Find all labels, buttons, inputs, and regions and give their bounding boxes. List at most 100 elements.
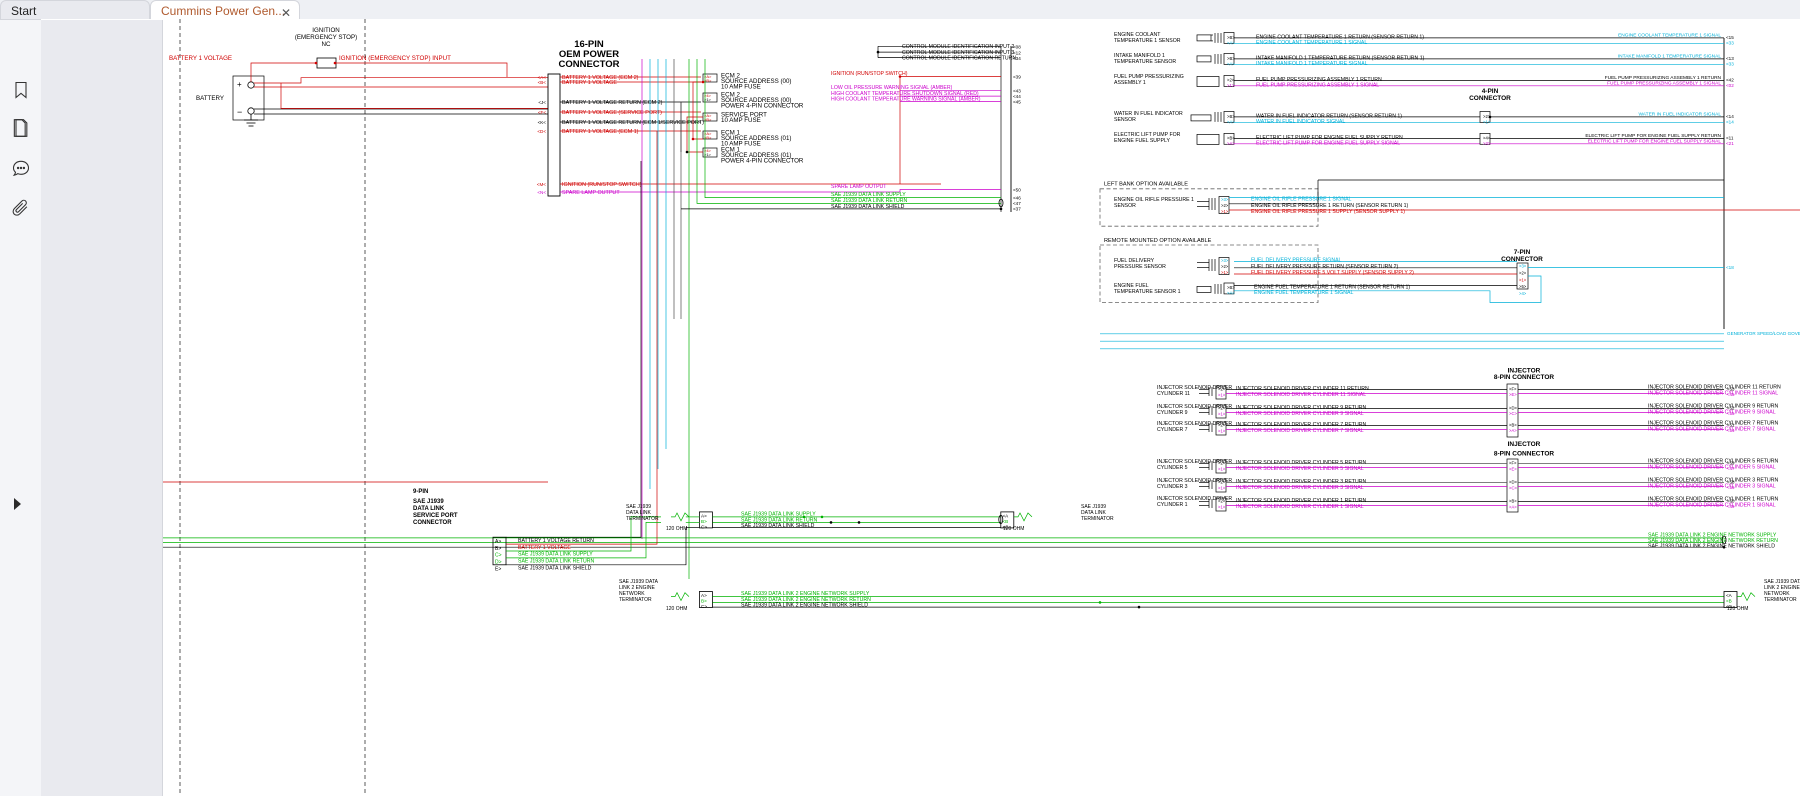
svg-text:CYLINDER 9: CYLINDER 9: [1157, 410, 1188, 416]
svg-text:>4>: >4>: [1519, 291, 1527, 296]
svg-text:IGNITION (RUN/STOP SWITCH): IGNITION (RUN/STOP SWITCH): [562, 182, 642, 188]
svg-text:>B>: >B>: [1509, 423, 1517, 428]
svg-text:SENSOR: SENSOR: [1114, 203, 1136, 209]
svg-text:BATTERY 1 VOLTAGE: BATTERY 1 VOLTAGE: [169, 55, 232, 62]
svg-text:10 AMP FUSE: 10 AMP FUSE: [721, 84, 761, 91]
svg-text:>1>: >1>: [1218, 486, 1226, 491]
svg-text:LEFT BANK OPTION AVAILABLE: LEFT BANK OPTION AVAILABLE: [1104, 182, 1188, 188]
svg-text:<14: <14: [1726, 114, 1734, 119]
svg-text:<18: <18: [1726, 265, 1734, 270]
svg-text:A>: A>: [495, 539, 501, 545]
svg-text:<A: <A: [1003, 514, 1010, 519]
svg-text:<59: <59: [1727, 461, 1735, 466]
svg-text:SENSOR: SENSOR: [1114, 117, 1136, 123]
svg-text:A>: A>: [701, 593, 707, 598]
svg-text:FUEL DELIVERY PRESSURE RETURN: FUEL DELIVERY PRESSURE RETURN (SENSOR RE…: [1251, 264, 1398, 270]
svg-text:<51: <51: [1727, 423, 1735, 428]
svg-text:>2>: >2>: [1218, 461, 1226, 466]
svg-text:9-PIN: 9-PIN: [413, 489, 428, 495]
svg-text:<37: <37: [1013, 207, 1021, 212]
svg-text:CONNECTOR: CONNECTOR: [413, 520, 452, 526]
svg-text:>B>: >B>: [1227, 136, 1235, 141]
svg-text:TEMPERATURE SENSOR: TEMPERATURE SENSOR: [1114, 59, 1176, 65]
svg-text:<J<: <J<: [538, 100, 546, 105]
svg-text:(EMERGENCY STOP): (EMERGENCY STOP): [295, 34, 357, 41]
svg-text:>1>: >1>: [1218, 505, 1226, 510]
svg-text:<B: <B: [1726, 599, 1732, 604]
svg-text:ENGINE FUEL SUPPLY: ENGINE FUEL SUPPLY: [1114, 138, 1170, 144]
svg-text:<21: <21: [1726, 141, 1734, 146]
svg-text:>3>: >3>: [1221, 258, 1229, 263]
svg-text:>2>: >2>: [1519, 271, 1527, 276]
svg-text:CYLINDER 7: CYLINDER 7: [1157, 427, 1188, 433]
svg-text:<11: <11: [1726, 136, 1734, 141]
svg-text:>D>: >D>: [1509, 406, 1517, 411]
svg-text:D>: D>: [495, 560, 502, 566]
svg-text:>2>: >2>: [1218, 480, 1226, 485]
svg-text:>D>: >D>: [1509, 480, 1517, 485]
svg-text:CONNECTOR: CONNECTOR: [1469, 95, 1511, 102]
svg-text:>3>: >3>: [1519, 264, 1527, 269]
svg-text:8-PIN CONNECTOR: 8-PIN CONNECTOR: [1494, 374, 1554, 381]
svg-text:SAE J1939 DATA LINK RETURN: SAE J1939 DATA LINK RETURN: [518, 559, 594, 565]
svg-text:BATTERY 1 VOLTAGE: BATTERY 1 VOLTAGE: [562, 80, 617, 86]
svg-text:>A>: >A>: [1227, 291, 1235, 296]
svg-text:<34: <34: [1013, 56, 1021, 61]
svg-text:<D<: <D<: [537, 129, 546, 134]
svg-text:BATTERY 1 VOLTAGE RETURN: BATTERY 1 VOLTAGE RETURN: [518, 538, 594, 544]
svg-text:ELECTRIC LIFT PUMP FOR ENGINE: ELECTRIC LIFT PUMP FOR ENGINE FUEL SUPPL…: [1585, 133, 1721, 139]
svg-text:<45: <45: [1727, 392, 1735, 397]
svg-text:REMOTE MOUNTED OPTION AVAILABL: REMOTE MOUNTED OPTION AVAILABLE: [1104, 238, 1212, 244]
svg-text:+: +: [237, 80, 242, 89]
svg-text:>3>: >3>: [1221, 197, 1229, 202]
svg-text:CONNECTOR: CONNECTOR: [558, 59, 619, 70]
svg-text:C>: C>: [495, 553, 502, 559]
svg-text:INJECTOR SOLENOID DRIVER CYLIN: INJECTOR SOLENOID DRIVER CYLINDER 7 SIGN…: [1648, 427, 1776, 433]
svg-text:>1>: >1>: [1218, 412, 1226, 417]
svg-text:BATTERY 1 VOLTAGE: BATTERY 1 VOLTAGE: [518, 545, 571, 551]
svg-text:<15: <15: [1726, 35, 1734, 40]
svg-text:>2>: >2>: [1218, 406, 1226, 411]
svg-text:INJECTOR SOLENOID DRIVER CYLIN: INJECTOR SOLENOID DRIVER CYLINDER 7 SIGN…: [1236, 428, 1364, 434]
svg-text:CONTROL MODULE IDENTIFICATION: CONTROL MODULE IDENTIFICATION RETURN: [902, 56, 1016, 62]
svg-text:SAE J1939 DATA LINK SHIELD: SAE J1939 DATA LINK SHIELD: [741, 523, 815, 529]
svg-text:>E>: >E>: [1509, 467, 1517, 472]
svg-text:A>: A>: [701, 514, 707, 519]
svg-text:INJECTOR SOLENOID DRIVER CYLIN: INJECTOR SOLENOID DRIVER CYLINDER 1 SIGN…: [1236, 504, 1364, 510]
svg-text:>B>: >B>: [1509, 499, 1517, 504]
svg-text:BATTERY 1 VOLTAGE RETURN (ECM: BATTERY 1 VOLTAGE RETURN (ECM 1/SERVICE …: [562, 120, 704, 126]
svg-text:INJECTOR SOLENOID DRIVER CYLIN: INJECTOR SOLENOID DRIVER CYLINDER 3 SIGN…: [1648, 484, 1776, 490]
svg-text:SERVICE PORT: SERVICE PORT: [413, 513, 458, 519]
svg-text:>1>: >1>: [1218, 393, 1226, 398]
svg-text:10 AMP FUSE: 10 AMP FUSE: [721, 117, 761, 124]
svg-text:IGNITION (EMERGENCY STOP) INPU: IGNITION (EMERGENCY STOP) INPUT: [339, 55, 451, 62]
svg-text:>1>: >1>: [1221, 209, 1229, 214]
svg-text:<14: <14: [1726, 120, 1734, 125]
svg-text:B>: B>: [701, 599, 707, 604]
svg-text:BATTERY 1 VOLTAGE (SERVICE POR: BATTERY 1 VOLTAGE (SERVICE PORT): [562, 110, 662, 116]
svg-text:FUEL DELIVERY PRESSURE SIGNAL: FUEL DELIVERY PRESSURE SIGNAL: [1251, 258, 1342, 264]
svg-text:INTAKE MANIFOLD 1 TEMPERATURE: INTAKE MANIFOLD 1 TEMPERATURE SIGNAL: [1618, 54, 1721, 60]
svg-text:>F>: >F>: [1509, 461, 1517, 466]
svg-text:CONNECTOR: CONNECTOR: [1501, 256, 1543, 263]
svg-text:<58: <58: [1727, 480, 1735, 485]
svg-text:INJECTOR SOLENOID DRIVER CYLIN: INJECTOR SOLENOID DRIVER CYLINDER 9 SIGN…: [1236, 411, 1364, 417]
svg-text:>1>: >1>: [1218, 429, 1226, 434]
svg-text:IGNITION: IGNITION: [312, 27, 340, 34]
svg-text:>2>: >2>: [1218, 499, 1226, 504]
svg-text:ASSEMBLY 1: ASSEMBLY 1: [1114, 80, 1146, 86]
svg-text:POWER 4-PIN CONNECTOR: POWER 4-PIN CONNECTOR: [721, 103, 804, 110]
svg-text:TEMPERATURE SENSOR 1: TEMPERATURE SENSOR 1: [1114, 289, 1181, 295]
svg-text:<B<: <B<: [538, 80, 547, 85]
svg-text:<42: <42: [1726, 78, 1734, 83]
svg-text:>3>: >3>: [1483, 141, 1491, 146]
svg-text:>B>: >B>: [1227, 114, 1235, 119]
svg-text:ELECTRIC LIFT PUMP FOR ENGINE: ELECTRIC LIFT PUMP FOR ENGINE FUEL SUPPL…: [1588, 138, 1722, 144]
svg-text:CYLINDER 11: CYLINDER 11: [1157, 391, 1190, 397]
svg-text:<50: <50: [1013, 188, 1021, 193]
svg-text:SAE J1939: SAE J1939: [413, 499, 444, 505]
svg-text:INJECTOR SOLENOID DRIVER CYLIN: INJECTOR SOLENOID DRIVER CYLINDER 5 SIGN…: [1236, 466, 1364, 472]
svg-text:<F<: <F<: [538, 110, 546, 115]
svg-text:<56: <56: [1727, 485, 1735, 490]
svg-text:<02: <02: [1726, 83, 1734, 88]
